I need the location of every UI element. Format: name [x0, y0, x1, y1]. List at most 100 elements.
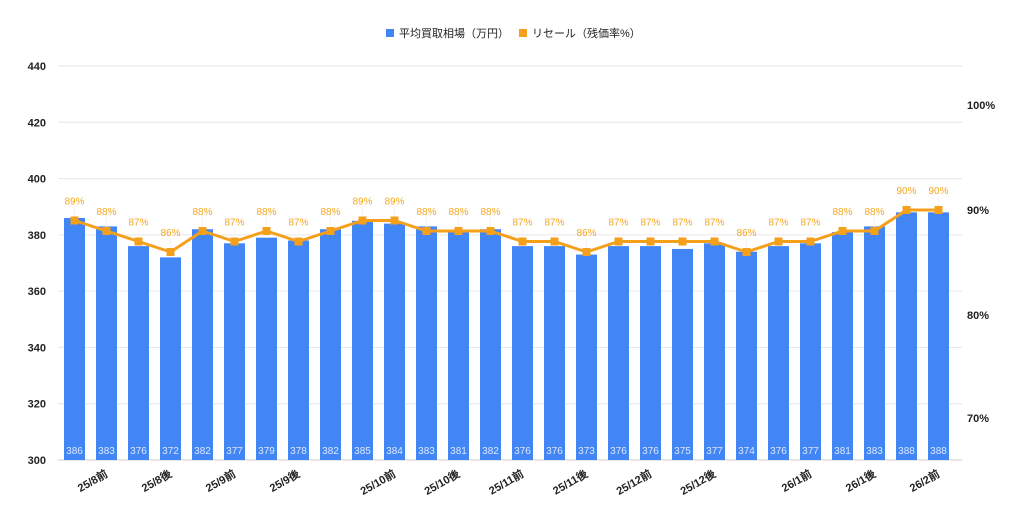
- x-axis-tick: 25/12後: [678, 466, 719, 498]
- bar-value-label: 374: [738, 446, 755, 457]
- line-marker: [422, 227, 431, 235]
- bar: [480, 229, 501, 460]
- left-axis-tick: 420: [28, 117, 46, 129]
- bar: [128, 246, 149, 460]
- line-value-label: 86%: [576, 228, 596, 239]
- bar: [256, 237, 277, 460]
- bar: [896, 212, 917, 460]
- x-axis-labels: 25/8前 25/8後 25/9前 25/9後 25/10前 25/10後 25/11前 25…: [75, 466, 942, 498]
- line-value-label: 89%: [384, 197, 404, 208]
- line-marker: [710, 237, 719, 246]
- line-path: [74, 208, 939, 254]
- bar-value-label: 385: [354, 446, 371, 457]
- bar: [704, 243, 725, 460]
- line-value-label: 86%: [736, 228, 756, 239]
- line-marker: [198, 227, 207, 235]
- bar: [352, 220, 373, 460]
- line-value-label: 88%: [320, 207, 340, 218]
- left-axis-tick: 360: [28, 286, 46, 298]
- x-axis-tick: 25/12前: [614, 466, 654, 497]
- line-value-label: 88%: [864, 207, 884, 218]
- line-marker: [934, 206, 943, 214]
- line-value-label: 87%: [800, 218, 820, 229]
- line-marker: [70, 216, 79, 225]
- bar-value-label: 376: [546, 446, 563, 457]
- x-axis-tick: 25/10後: [422, 466, 463, 498]
- line-marker: [614, 237, 623, 246]
- bar: [224, 243, 245, 460]
- bar: [864, 226, 885, 460]
- line-series: 89% 88% 87% 86% 88% 87% 88% 87% 88% 89% 89% 88% 88% 8…: [64, 186, 949, 256]
- line-value-label: 89%: [64, 197, 84, 208]
- bar: [416, 226, 437, 460]
- x-axis-tick: 25/8前: [75, 466, 110, 494]
- line-value-label: 87%: [672, 218, 692, 229]
- line-marker: [390, 216, 399, 225]
- bar-value-label: 376: [642, 446, 659, 457]
- line-value-label: 88%: [192, 207, 212, 218]
- line-value-label: 87%: [544, 218, 564, 229]
- x-axis-tick: 25/8後: [139, 466, 175, 495]
- bar: [576, 254, 597, 460]
- right-axis-tick: 90%: [967, 205, 989, 217]
- line-marker: [134, 237, 143, 246]
- line-value-label: 88%: [448, 207, 468, 218]
- bar-value-label: 376: [770, 446, 787, 457]
- bar-value-label: 383: [866, 446, 883, 457]
- x-axis-tick: 25/9後: [267, 466, 303, 495]
- line-value-label: 86%: [160, 228, 180, 239]
- bar: [544, 246, 565, 460]
- x-axis-tick: 25/10前: [358, 466, 398, 497]
- bar: [64, 217, 85, 460]
- x-axis-tick: 25/11前: [486, 466, 526, 497]
- line-marker: [678, 237, 687, 246]
- line-value-label: 87%: [224, 218, 244, 229]
- bar-value-label: 378: [290, 446, 307, 457]
- x-axis-tick: 26/1後: [843, 466, 879, 495]
- line-marker: [518, 237, 527, 246]
- x-axis-tick: 26/2前: [907, 466, 942, 494]
- right-axis-tick: 80%: [967, 310, 989, 322]
- legend-line-label: リセール（残価率%）: [532, 26, 641, 40]
- line-marker: [326, 227, 335, 235]
- bar: [928, 212, 949, 460]
- left-axis: 300 320 340 360 380 400 420 440: [28, 61, 46, 467]
- bar-value-label: 376: [130, 446, 147, 457]
- left-axis-tick: 300: [28, 455, 46, 467]
- line-marker: [902, 206, 911, 214]
- bar: [384, 223, 405, 460]
- bar-series: 386 383 376 372 382 377 379 378 382 385 384 383 381 3…: [64, 212, 949, 460]
- line-marker: [870, 227, 879, 235]
- bar: [672, 248, 693, 460]
- bar: [96, 226, 117, 460]
- bar-value-label: 383: [98, 446, 115, 457]
- line-marker: [774, 237, 783, 246]
- line-marker: [166, 248, 175, 256]
- line-value-label: 87%: [288, 218, 308, 229]
- line-marker: [486, 227, 495, 235]
- bar: [800, 243, 821, 460]
- legend-bar-swatch: [386, 29, 394, 37]
- bar: [768, 246, 789, 460]
- bar: [640, 246, 661, 460]
- line-marker: [582, 248, 591, 256]
- left-axis-tick: 380: [28, 230, 46, 242]
- legend: 平均買取相場（万円） リセール（残価率%）: [386, 26, 641, 40]
- line-value-label: 88%: [256, 207, 276, 218]
- bar-value-label: 377: [802, 446, 819, 457]
- bar-value-label: 388: [930, 446, 947, 457]
- line-marker: [646, 237, 655, 246]
- line-value-label: 87%: [640, 218, 660, 229]
- line-marker: [102, 227, 111, 235]
- bar: [736, 251, 757, 460]
- line-value-label: 90%: [928, 186, 948, 197]
- bar: [608, 246, 629, 460]
- bar: [448, 232, 469, 460]
- bar-value-label: 376: [610, 446, 627, 457]
- right-axis-tick: 100%: [967, 100, 995, 112]
- line-value-label: 88%: [416, 207, 436, 218]
- x-axis-tick: 25/11後: [550, 466, 591, 498]
- right-axis: 70% 80% 90% 100%: [967, 100, 995, 425]
- bar-value-label: 376: [514, 446, 531, 457]
